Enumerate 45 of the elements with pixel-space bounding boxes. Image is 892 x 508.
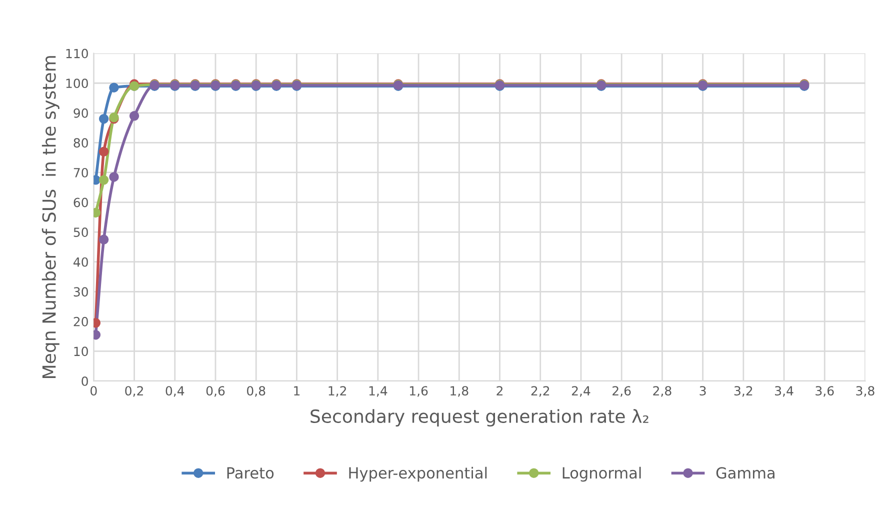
point — [98, 175, 109, 185]
legend-label: Gamma — [716, 467, 774, 479]
x-tick-label: 1 — [294, 386, 300, 396]
x-tick-label: 3,6 — [816, 386, 834, 397]
x-tick-label: 3,4 — [775, 386, 794, 397]
x-tick-label: 0,2 — [125, 386, 143, 397]
y-tick-label: 10 — [74, 346, 88, 356]
y-tick-label: 20 — [74, 316, 88, 326]
y-tick-label: 0 — [82, 376, 88, 386]
x-tick-label: 3,2 — [734, 386, 752, 397]
point — [109, 172, 119, 182]
x-tick-label: 1,4 — [369, 386, 388, 397]
y-tick-label: 40 — [74, 257, 88, 267]
x-tick-label: 0,4 — [166, 386, 184, 397]
y-tick-label: 90 — [74, 108, 88, 118]
x-tick-label: 3 — [700, 386, 706, 396]
legend-label: Hyper-exponential — [349, 466, 487, 482]
y-tick-label: 50 — [74, 228, 88, 237]
x-axis-title: Secondary request generation rate λ₂ — [310, 409, 648, 427]
x-tick-label: 1,2 — [328, 386, 346, 397]
x-tick-label: 2 — [496, 386, 502, 396]
y-tick-label: 100 — [66, 78, 88, 88]
point — [98, 234, 109, 244]
y-tick-label: 60 — [74, 198, 88, 208]
point — [109, 82, 119, 92]
y-tick-label: 80 — [74, 138, 88, 148]
legend-label: Lognormal — [562, 466, 641, 482]
point — [98, 146, 109, 156]
legend-label: Pareto — [227, 467, 274, 479]
point — [98, 114, 109, 124]
point — [129, 111, 140, 121]
y-axis-title: Meqn Number of SUs in the system — [42, 56, 60, 378]
x-tick-label: 0,8 — [246, 386, 266, 397]
x-tick-label: 0,6 — [206, 386, 225, 397]
y-tick-label: 110 — [66, 48, 88, 58]
x-tick-label: 2,2 — [531, 386, 550, 397]
x-tick-label: 3,8 — [856, 386, 874, 397]
x-tick-label: 2,8 — [653, 386, 672, 397]
y-tick-label: 30 — [74, 287, 88, 297]
x-tick-label: 1,8 — [450, 386, 468, 397]
x-tick-label: 0 — [90, 386, 97, 396]
x-tick-label: 2,6 — [612, 386, 631, 397]
x-tick-label: 1,6 — [410, 386, 428, 397]
x-tick-label: 2,4 — [572, 386, 590, 397]
y-tick-label: 70 — [74, 168, 88, 178]
